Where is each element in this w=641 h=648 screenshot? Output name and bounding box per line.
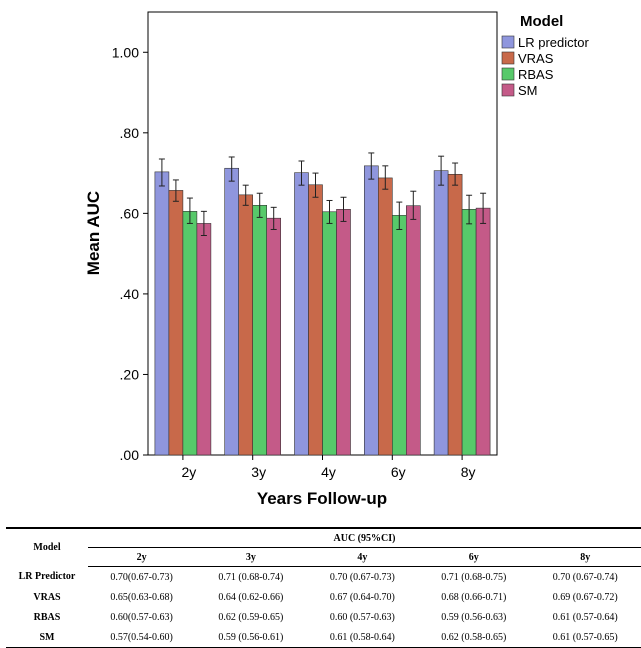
auc-value-cell: 0.69 (0.67-0.72) [552, 591, 618, 603]
bar-rbas-6y [391, 215, 407, 456]
model-name-cell: RBAS [33, 611, 61, 623]
auc-value-cell: 0.59 (0.56-0.61) [195, 627, 307, 648]
auc-table: Model AUC (95%CI) 2y 3y 4y 6y 8y LR Predicto… [6, 527, 641, 648]
table-row: LR Predictor 0.70(0.67-0.73) 0.71 (0.68-0.… [6, 567, 641, 588]
auc-value-cell: 0.61 (0.57-0.64) [552, 611, 618, 623]
bar-lr-predictor-4y [294, 172, 309, 456]
y-axis-title: Mean AUC [84, 191, 103, 275]
bar-sm-3y [266, 217, 282, 456]
legend-swatch [501, 51, 515, 65]
table-row: RBAS 0.60(0.57-0.63) 0.62 (0.59-0.65) 0.60 … [6, 607, 641, 627]
auc-value-cell: 0.64 (0.62-0.66) [218, 591, 284, 603]
legend-title: Model [520, 13, 563, 30]
model-name-cell: LR Predictor [18, 571, 76, 583]
model-name-cell: SM [6, 627, 88, 648]
auc-value-cell: 0.60(0.57-0.63) [110, 611, 173, 623]
bar-vras-2y [168, 190, 184, 456]
year-column-header: 6y [418, 547, 530, 567]
y-tick-label: .80 [120, 125, 140, 141]
auc-value-cell: 0.71 (0.68-0.75) [441, 571, 507, 583]
x-tick-label: 4y [321, 464, 336, 480]
model-name-cell: VRAS [33, 591, 61, 603]
auc-value-cell: 0.59 (0.56-0.63) [441, 611, 507, 623]
x-tick-label: 6y [391, 464, 406, 480]
bar-vras-8y [447, 173, 463, 456]
model-column-header: Model [6, 527, 88, 567]
auc-value-cell: 0.62 (0.58-0.65) [418, 627, 530, 648]
auc-value-cell: 0.67 (0.64-0.70) [329, 591, 395, 603]
auc-value-cell: 0.57(0.54-0.60) [88, 627, 196, 648]
y-tick-label: .00 [120, 447, 140, 463]
auc-value-cell: 0.61 (0.57-0.65) [529, 627, 641, 648]
bar-sm-6y [405, 205, 421, 456]
auc-value-cell: 0.70 (0.67-0.73) [329, 571, 395, 583]
legend-swatch [501, 83, 515, 97]
bar-vras-6y [377, 177, 393, 456]
bar-rbas-3y [252, 205, 267, 456]
x-axis-title: Years Follow-up [257, 489, 387, 508]
auc-value-cell: 0.68 (0.66-0.71) [441, 591, 507, 603]
y-axis: .00 .20 .40 .60 .80 1.00 [112, 44, 148, 463]
table-row: SM 0.57(0.54-0.60) 0.59 (0.56-0.61) 0.61 (0… [6, 627, 641, 648]
table-row: VRAS 0.65(0.63-0.68) 0.64 (0.62-0.66) 0.67 … [6, 587, 641, 607]
bar-rbas-8y [461, 209, 477, 456]
legend-swatch [501, 35, 515, 49]
bar-sm-2y [196, 223, 212, 456]
bar-rbas-4y [322, 211, 337, 456]
auc-value-cell: 0.62 (0.59-0.65) [218, 611, 284, 623]
y-tick-label: .40 [120, 286, 140, 302]
auc-value-cell: 0.71 (0.68-0.74) [218, 571, 284, 583]
x-tick-label: 2y [182, 464, 197, 480]
auc-value-cell: 0.61 (0.58-0.64) [306, 627, 419, 648]
x-tick-label: 3y [251, 464, 266, 480]
bar-lr-predictor-8y [433, 170, 449, 456]
bar-sm-4y [336, 209, 351, 456]
year-column-header: 4y [306, 547, 419, 567]
legend-label: RBAS [518, 67, 554, 82]
auc-group-header: AUC (95%CI) [88, 527, 641, 548]
auc-value-cell: 0.70(0.67-0.73) [110, 571, 173, 583]
y-tick-label: .60 [120, 205, 140, 221]
bar-vras-4y [308, 184, 323, 456]
auc-value-cell: 0.70 (0.67-0.74) [552, 571, 618, 583]
year-column-header: 3y [195, 547, 307, 567]
auc-value-cell: 0.65(0.63-0.68) [110, 591, 173, 603]
legend-label: LR predictor [518, 35, 589, 50]
bar-lr-predictor-3y [224, 167, 239, 456]
legend-label: SM [518, 83, 538, 98]
y-tick-label: .20 [120, 366, 140, 382]
bar-chart: .00.20.40.60.801.00 2y 3y 4y 6y 8y Mean AUC … [84, 11, 589, 508]
x-tick-label: 8y [461, 464, 476, 480]
year-column-header: 2y [88, 547, 196, 567]
bar-lr-predictor-2y [154, 171, 170, 456]
auc-value-cell: 0.60 (0.57-0.63) [329, 611, 395, 623]
bar-lr-predictor-6y [363, 165, 379, 456]
year-column-header: 8y [529, 547, 641, 567]
bar-series-group [154, 152, 491, 456]
x-axis: 2y 3y 4y 6y 8y [182, 455, 476, 480]
y-tick-label: 1.00 [112, 44, 139, 60]
legend-swatch [501, 67, 515, 81]
bar-vras-3y [238, 194, 253, 456]
legend-label: VRAS [518, 51, 554, 66]
bar-rbas-2y [182, 211, 198, 456]
bar-sm-8y [475, 207, 491, 456]
